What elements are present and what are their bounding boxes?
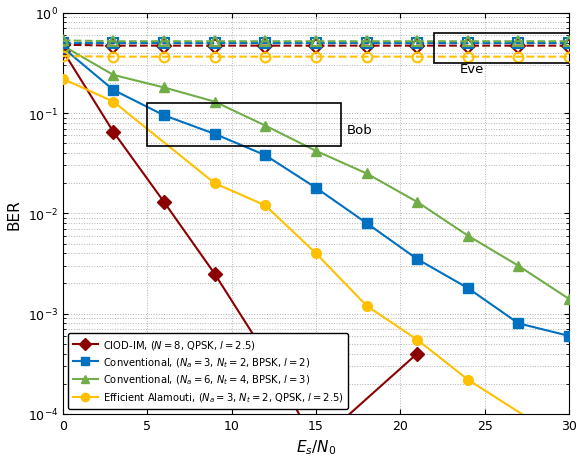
Text: Bob: Bob [346, 124, 372, 137]
X-axis label: $E_s/N_0$: $E_s/N_0$ [296, 438, 336, 456]
Bar [434, 33, 574, 64]
Text: Eve: Eve [460, 63, 484, 75]
Legend: CIOD-IM, ($N = 8$, QPSK, $l = 2.5$), Conventional, ($N_a = 3$, $N_t = 2$, BPSK, : CIOD-IM, ($N = 8$, QPSK, $l = 2.5$), Con… [68, 333, 349, 409]
Y-axis label: BER: BER [7, 199, 22, 229]
Bar [147, 103, 341, 147]
